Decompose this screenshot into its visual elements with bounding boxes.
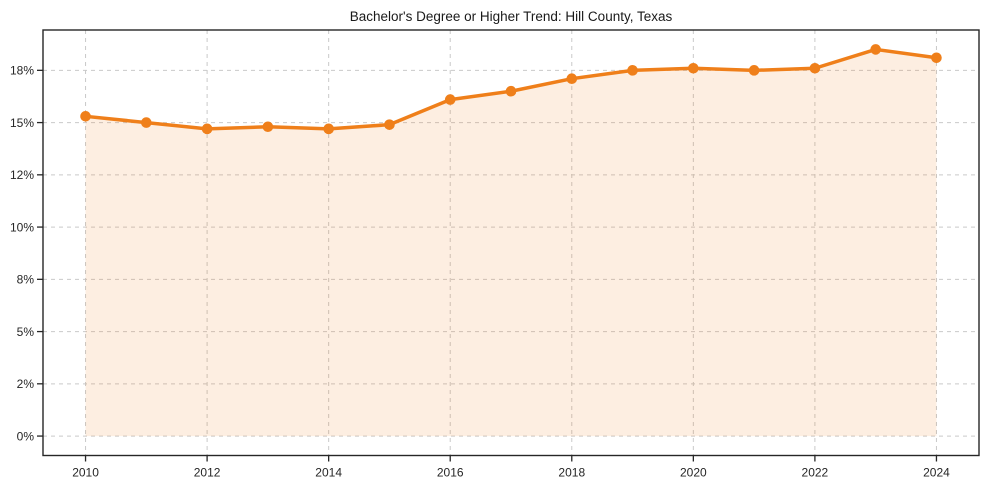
data-point-2019 — [627, 65, 638, 76]
data-point-2021 — [748, 65, 760, 76]
y-tick-label: 12% — [10, 168, 34, 182]
data-point-2010 — [80, 111, 91, 122]
x-tick-label: 2016 — [437, 466, 464, 480]
x-tick-label: 2022 — [802, 466, 829, 480]
data-point-2022 — [809, 62, 821, 74]
x-tick-label: 2010 — [72, 466, 99, 480]
data-point-2012 — [201, 123, 213, 135]
x-tick-label: 2012 — [194, 466, 221, 480]
grid-layer — [43, 30, 979, 456]
y-tick-label: 18% — [10, 64, 34, 78]
area-fill — [85, 49, 937, 437]
data-point-2014 — [323, 123, 334, 135]
area-fill-layer — [85, 49, 937, 437]
data-point-2020 — [688, 62, 699, 74]
x-tick-label: 2020 — [680, 466, 707, 480]
data-point-2024 — [931, 52, 942, 64]
data-point-2023 — [870, 44, 881, 55]
y-tick-label: 15% — [10, 116, 34, 130]
axes-box — [42, 29, 980, 457]
y-tick-label: 5% — [17, 325, 35, 339]
y-tick-label: 0% — [17, 429, 35, 443]
tick-labels-layer: 0% 2% 5% 8% 10% 12% 15% 18% 2010 2012 2014 2016 2018… — [10, 64, 950, 480]
x-tick-label: 2024 — [923, 466, 950, 480]
data-point-2016 — [444, 94, 456, 105]
data-point-2013 — [262, 121, 274, 133]
axes-layer — [37, 29, 980, 462]
data-point-2017 — [505, 85, 517, 97]
y-tick-label: 10% — [10, 220, 34, 234]
chart-title: Bachelor's Degree or Higher Trend: Hill … — [350, 9, 673, 24]
data-markers-layer — [80, 44, 942, 135]
x-tick-label: 2018 — [558, 466, 585, 480]
y-tick-label: 8% — [17, 273, 35, 287]
data-point-2015 — [384, 119, 395, 130]
x-tick-label: 2014 — [315, 466, 342, 480]
data-point-2011 — [141, 117, 152, 128]
y-tick-label: 2% — [17, 377, 35, 391]
data-point-2018 — [566, 73, 578, 84]
